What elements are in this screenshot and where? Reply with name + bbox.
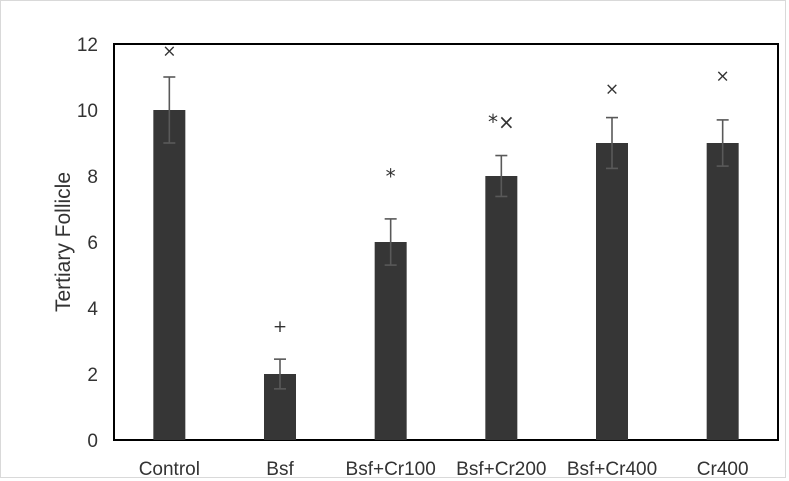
y-tick-label: 2: [87, 365, 98, 386]
error-bar: [495, 154, 508, 198]
bar: [706, 143, 739, 440]
y-tick-label: 10: [77, 101, 98, 122]
bar: [596, 143, 628, 440]
y-tick-label: 6: [87, 233, 98, 254]
y-axis-ticks: 0 2 4 6 8 10 12: [77, 35, 99, 452]
x-tick-label: Control: [139, 459, 200, 480]
bar: [153, 110, 186, 440]
x-tick-label: Bsf+Cr100: [346, 459, 436, 480]
error-bar: [716, 119, 729, 167]
significance-marker: +: [273, 317, 287, 337]
plot-area: [113, 43, 779, 441]
x-tick-label: Bsf: [266, 459, 294, 480]
y-tick-label: 0: [87, 431, 98, 452]
error-bars-group: [163, 76, 729, 390]
significance-marker: ×: [605, 80, 619, 100]
significance-marker: ×: [716, 66, 730, 86]
error-bar: [606, 116, 618, 170]
y-tick-label: 12: [77, 35, 98, 56]
bar: [485, 176, 518, 440]
error-bar: [163, 76, 176, 144]
x-tick-label: Cr400: [697, 459, 749, 480]
y-tick-label: 4: [87, 299, 98, 320]
significance-marker: *×: [488, 110, 515, 134]
significance-marker: ×: [162, 42, 176, 62]
bars-group: [153, 110, 739, 440]
error-bar: [384, 218, 397, 266]
x-tick-label: Bsf+Cr400: [567, 459, 657, 480]
x-axis-ticks: Control Bsf Bsf+Cr100 Bsf+Cr200 Bsf+Cr400 Cr4…: [139, 459, 749, 480]
significance-marker: *: [386, 165, 396, 189]
annotations-group: × + * *× × ×: [162, 42, 730, 338]
bar: [374, 242, 407, 440]
y-tick-label: 8: [87, 167, 98, 188]
x-tick-label: Bsf+Cr200: [456, 459, 546, 480]
error-bar: [274, 358, 286, 390]
y-axis-label: Tertiary Follicle: [52, 172, 75, 312]
